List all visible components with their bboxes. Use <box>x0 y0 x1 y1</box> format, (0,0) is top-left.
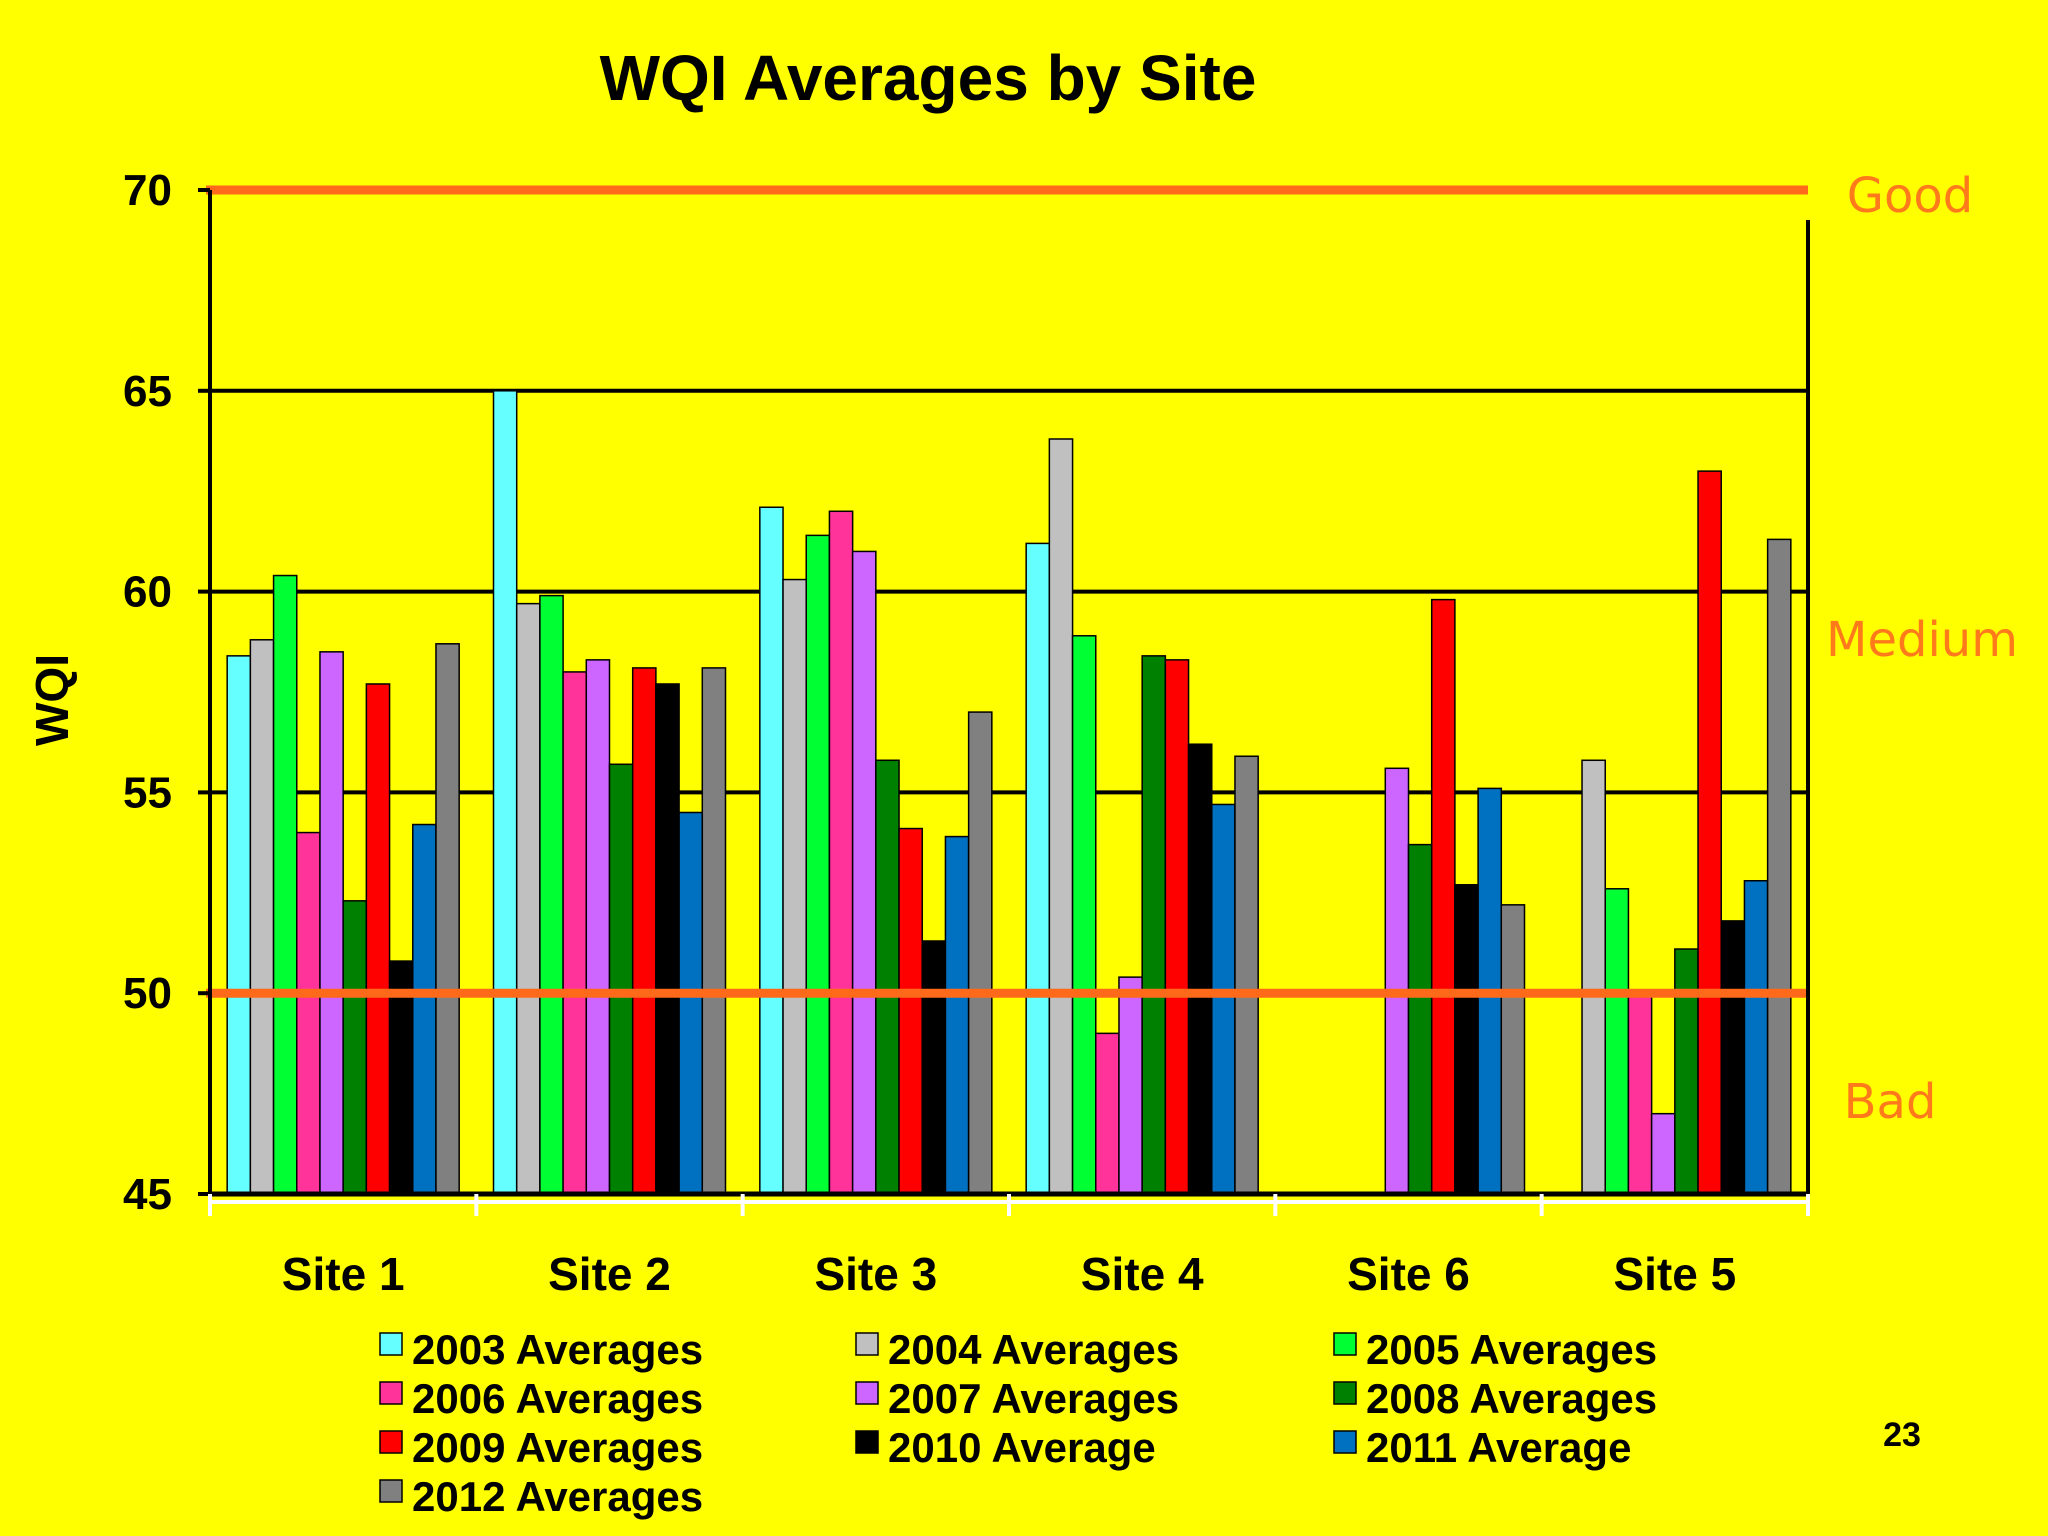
bar <box>249 639 275 1195</box>
bar <box>655 683 680 1195</box>
bar <box>1697 470 1722 1195</box>
bar <box>944 835 970 1195</box>
bar <box>701 667 727 1195</box>
x-tick-label: Site 4 <box>1081 1248 1204 1300</box>
bar <box>492 390 518 1195</box>
legend-swatch <box>379 1381 403 1405</box>
y-tick-label: 55 <box>123 768 172 817</box>
legend-entry: 2010 Average <box>888 1424 1156 1471</box>
bar <box>1743 880 1769 1195</box>
bar <box>921 940 947 1195</box>
bar <box>1048 438 1074 1195</box>
legend-swatch <box>855 1332 879 1356</box>
axes <box>198 188 1810 1216</box>
bar <box>1650 1112 1676 1195</box>
reference-lines <box>206 185 1808 998</box>
y-tick-label: 65 <box>123 367 172 416</box>
legend-entry: 2007 Averages <box>888 1375 1179 1422</box>
legend-swatch <box>1333 1430 1357 1454</box>
y-tick-label: 50 <box>123 969 172 1018</box>
bar <box>1095 1032 1120 1195</box>
bar <box>1604 888 1630 1195</box>
bar <box>1500 904 1526 1195</box>
legend-swatch <box>1333 1381 1357 1405</box>
legend-swatch <box>379 1479 403 1503</box>
bar <box>1454 884 1479 1195</box>
y-tick-labels: 45 50 55 60 65 70 <box>123 166 172 1219</box>
x-tick-labels: Site 1 Site 2 Site 3 Site 4 Site 6 Site 5 <box>282 1248 1736 1300</box>
bar <box>1581 759 1606 1195</box>
bar <box>1234 755 1259 1195</box>
bar <box>1025 542 1051 1195</box>
bar <box>1766 538 1792 1195</box>
x-tick-label: Site 2 <box>548 1248 671 1300</box>
bar <box>296 831 321 1195</box>
x-tick-label: Site 3 <box>814 1248 937 1300</box>
x-tick-label: Site 1 <box>282 1248 405 1300</box>
bar <box>608 763 634 1195</box>
bar <box>226 655 252 1195</box>
y-tick-label: 70 <box>123 166 172 215</box>
bar <box>805 534 831 1195</box>
bar <box>1720 920 1746 1195</box>
bar <box>759 506 784 1195</box>
legend-entry: 2004 Averages <box>888 1326 1179 1373</box>
page-number: 23 <box>1883 1416 1921 1454</box>
bar <box>875 759 900 1195</box>
bar <box>898 827 923 1195</box>
bar <box>539 594 564 1195</box>
x-tick-label: Site 6 <box>1347 1248 1470 1300</box>
bar <box>585 659 611 1195</box>
legend-entry: 2009 Averages <box>412 1424 703 1471</box>
bar <box>1211 803 1236 1195</box>
bar <box>967 711 993 1195</box>
bar <box>851 550 877 1195</box>
zone-label-good: Good <box>1847 168 1973 224</box>
bar <box>1071 635 1097 1195</box>
legend-swatch <box>379 1430 403 1454</box>
bar <box>435 643 460 1195</box>
legend-entry: 2008 Averages <box>1366 1375 1657 1422</box>
legend-entry: 2012 Averages <box>412 1473 703 1520</box>
x-tick-label: Site 5 <box>1613 1248 1736 1300</box>
bar <box>782 578 807 1195</box>
legend: 2003 Averages 2004 Averages 2005 Averages2… <box>379 1326 1657 1520</box>
bar <box>515 602 541 1195</box>
legend-swatch <box>855 1381 879 1405</box>
bar <box>1674 948 1699 1195</box>
legend-swatch <box>1333 1332 1357 1356</box>
bar <box>1384 767 1410 1195</box>
bar <box>562 671 588 1195</box>
y-tick-label: 45 <box>123 1170 172 1219</box>
bar <box>1430 598 1456 1195</box>
bar <box>412 823 437 1195</box>
bar <box>1627 992 1653 1195</box>
y-axis-label: WQI <box>26 654 78 746</box>
bar <box>342 900 368 1195</box>
chart-title: WQI Averages by Site <box>600 42 1257 114</box>
legend-entry: 2003 Averages <box>412 1326 703 1373</box>
legend-entry: 2005 Averages <box>1366 1326 1657 1373</box>
bar <box>1118 976 1143 1195</box>
bar <box>678 811 704 1195</box>
bar <box>828 510 854 1195</box>
bars <box>226 390 1792 1195</box>
bar <box>1141 655 1167 1195</box>
legend-swatch <box>379 1332 403 1356</box>
bar <box>1164 659 1190 1195</box>
zone-label-bad: Bad <box>1844 1074 1937 1130</box>
y-tick-label: 60 <box>123 568 172 617</box>
bar <box>1187 743 1213 1195</box>
legend-entry: 2011 Average <box>1366 1424 1631 1471</box>
bar <box>319 651 344 1195</box>
bar <box>631 667 657 1195</box>
bar <box>272 574 298 1195</box>
bar <box>1407 843 1433 1195</box>
bar <box>365 683 391 1195</box>
legend-entry: 2006 Averages <box>412 1375 703 1422</box>
zone-label-medium: Medium <box>1826 612 2018 668</box>
legend-swatch <box>855 1430 879 1454</box>
